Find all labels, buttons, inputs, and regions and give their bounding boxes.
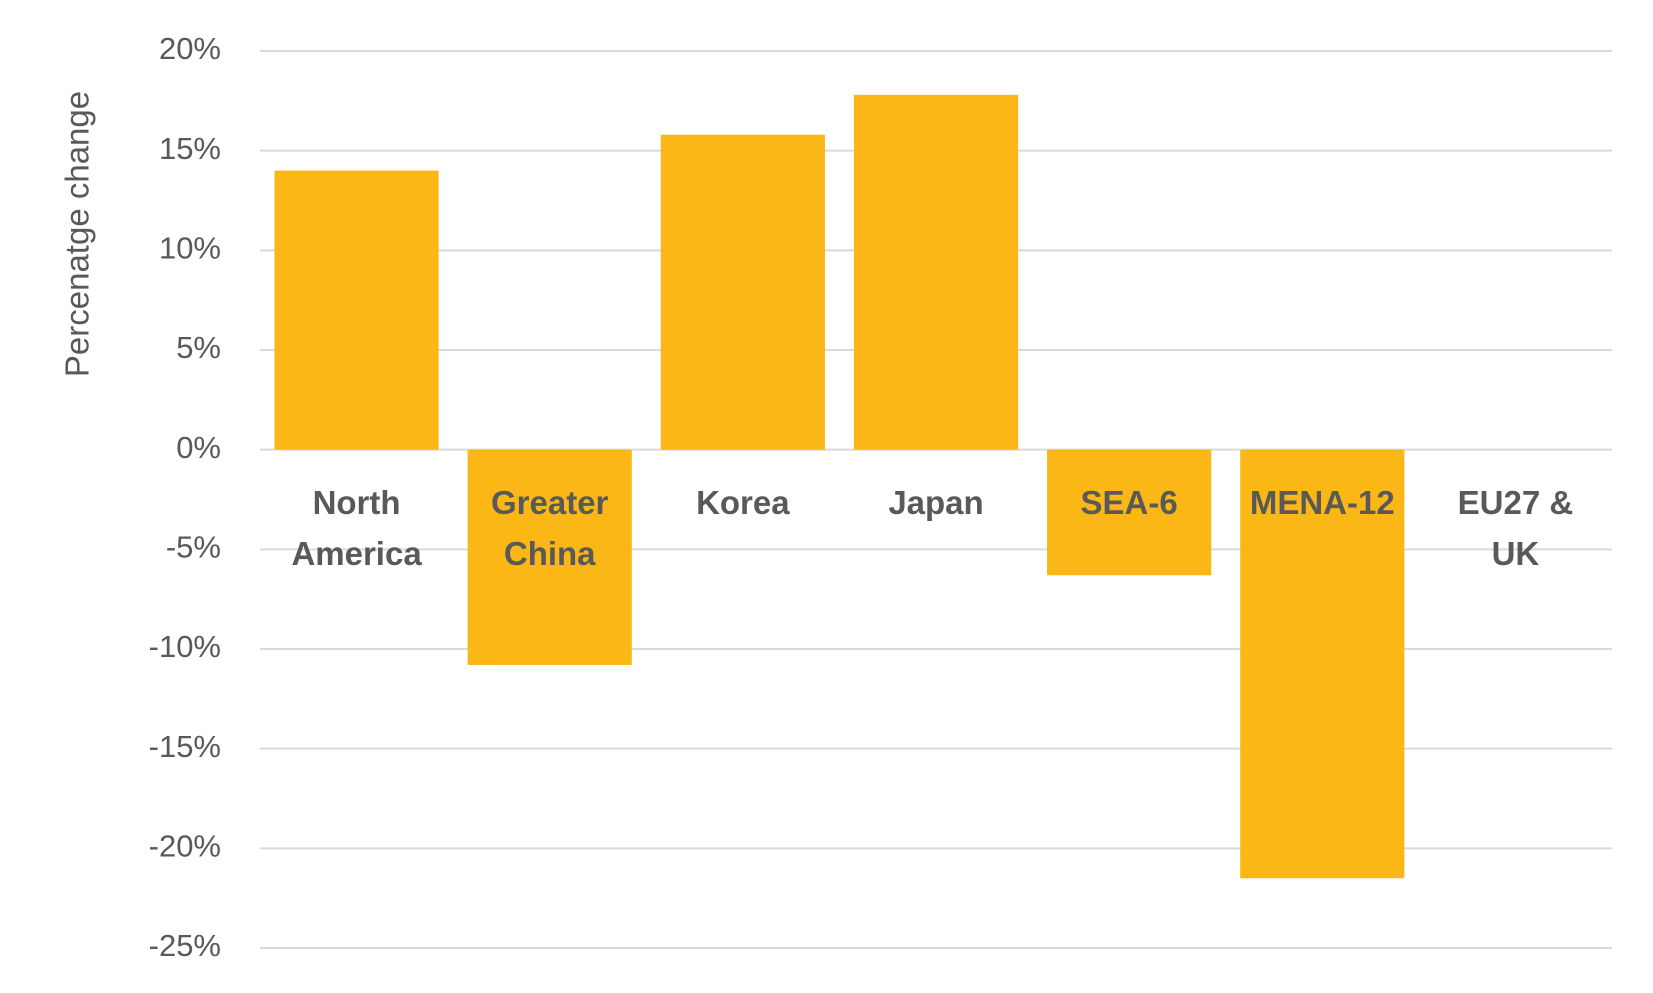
y-tick-label: 15% [159, 131, 221, 166]
bar [853, 94, 1019, 450]
x-tick-label: North America [291, 483, 422, 572]
y-tick-label: -20% [149, 829, 221, 864]
x-tick-label: Korea [696, 483, 790, 521]
y-tick-label: 10% [159, 231, 221, 266]
y-tick-label: -15% [149, 729, 221, 764]
y-tick-label: -25% [149, 928, 221, 963]
y-axis-title: Percenatge change [59, 91, 96, 377]
bar [660, 134, 825, 450]
x-tick-label: EU27 & UK [1457, 483, 1574, 572]
y-tick-label: 20% [159, 31, 221, 66]
x-tick-label: SEA-6 [1080, 483, 1178, 521]
x-tick-label: Japan [888, 483, 984, 521]
x-tick-label: MENA-12 [1249, 483, 1395, 521]
bar [1240, 449, 1405, 879]
y-tick-label: -5% [166, 530, 221, 565]
y-tick-label: -10% [149, 629, 221, 664]
bar [274, 170, 439, 450]
x-tick-label: Greater China [491, 483, 609, 572]
bar [467, 449, 632, 665]
bar [1047, 449, 1212, 576]
y-tick-label: 5% [176, 330, 221, 365]
y-tick-label: 0% [176, 430, 221, 465]
